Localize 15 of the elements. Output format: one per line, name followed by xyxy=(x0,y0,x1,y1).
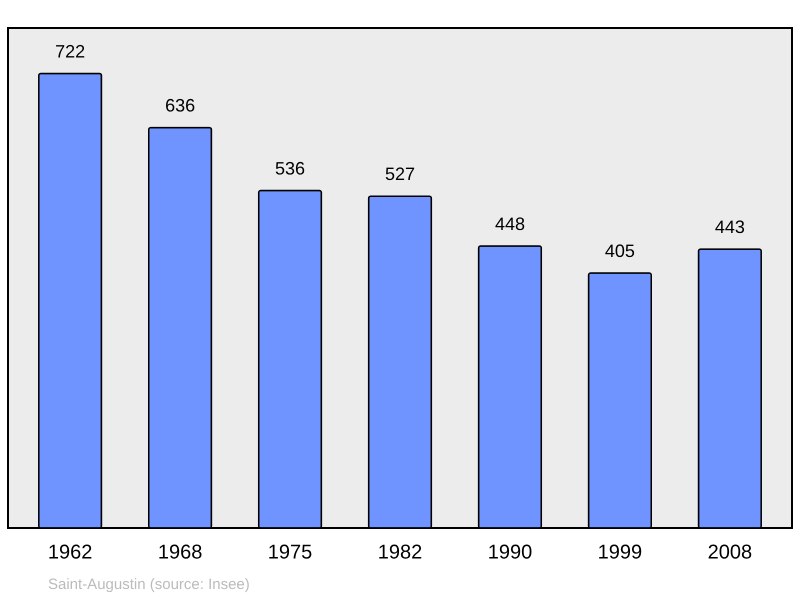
data-label: 405 xyxy=(604,241,635,262)
data-label: 722 xyxy=(55,41,86,62)
x-tick-label: 1975 xyxy=(268,542,312,564)
data-label: 536 xyxy=(275,158,306,179)
data-label: 636 xyxy=(165,96,196,116)
x-tick-label: 1962 xyxy=(48,542,92,564)
x-tick-label: 1982 xyxy=(378,542,422,564)
data-label: 527 xyxy=(384,164,416,184)
x-tick-label: 2008 xyxy=(708,542,752,564)
x-tick-label: 1999 xyxy=(598,542,642,564)
text: Saint-Augustin (source: Insee) xyxy=(48,576,250,593)
data-label: 443 xyxy=(714,217,745,238)
x-tick-label: 1990 xyxy=(488,542,532,564)
data-label: 448 xyxy=(494,214,525,234)
x-tick-label: 1968 xyxy=(158,542,202,564)
